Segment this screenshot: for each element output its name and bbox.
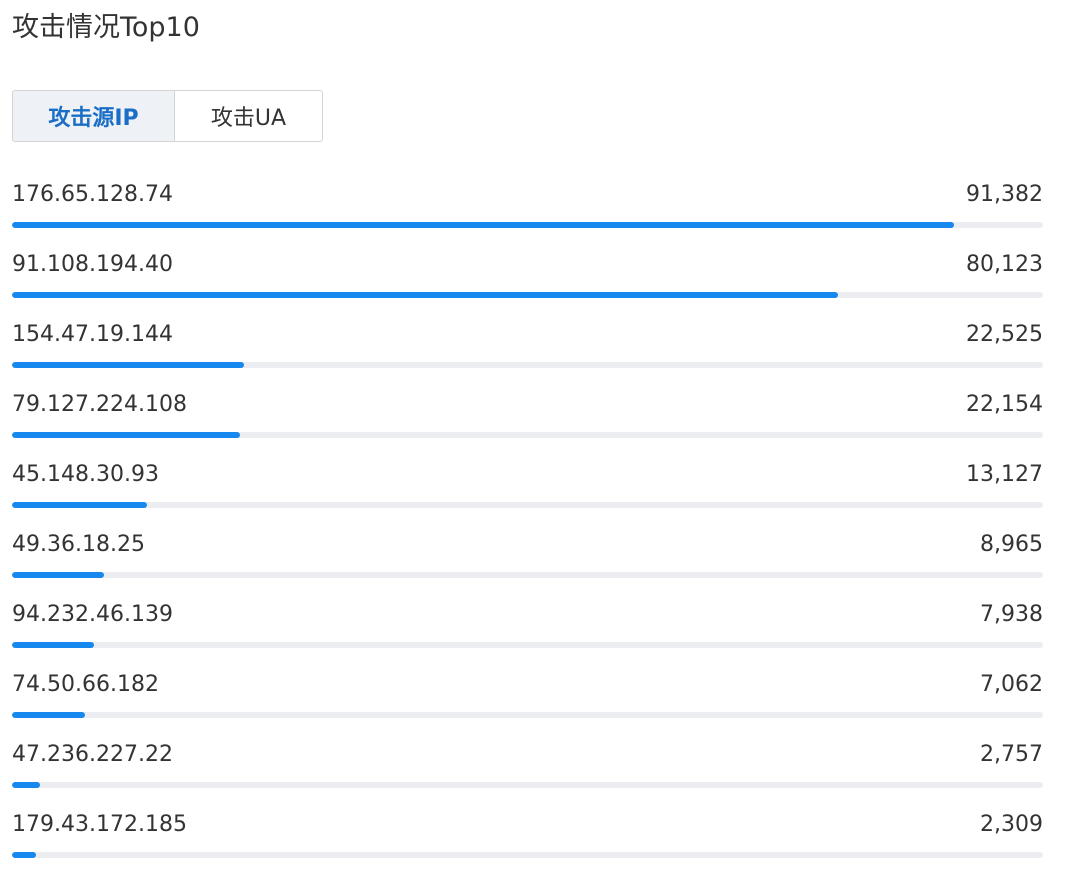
ip-label: 154.47.19.144 <box>12 322 173 347</box>
bar <box>12 222 954 228</box>
list-item: 179.43.172.185 2,309 <box>12 798 1043 868</box>
list-item: 49.36.18.25 8,965 <box>12 518 1043 588</box>
ip-label: 47.236.227.22 <box>12 742 173 767</box>
bar <box>12 852 36 858</box>
bar-track <box>12 572 1043 578</box>
bar <box>12 362 244 368</box>
list-item: 154.47.19.144 22,525 <box>12 308 1043 378</box>
attack-count: 80,123 <box>966 252 1043 277</box>
attack-count: 7,938 <box>980 602 1043 627</box>
tab-attack-source-ip[interactable]: 攻击源IP <box>12 90 175 142</box>
bar <box>12 642 94 648</box>
ip-label: 94.232.46.139 <box>12 602 173 627</box>
list-item: 45.148.30.93 13,127 <box>12 448 1043 518</box>
attack-count: 91,382 <box>966 182 1043 207</box>
ranking-list: 176.65.128.74 91,382 91.108.194.40 80,123 15… <box>12 168 1043 868</box>
ip-label: 49.36.18.25 <box>12 532 145 557</box>
ip-label: 176.65.128.74 <box>12 182 173 207</box>
bar-track <box>12 292 1043 298</box>
bar-track <box>12 852 1043 858</box>
bar <box>12 572 104 578</box>
list-item: 176.65.128.74 91,382 <box>12 168 1043 238</box>
bar <box>12 502 147 508</box>
bar-track <box>12 502 1043 508</box>
bar <box>12 782 40 788</box>
ip-label: 45.148.30.93 <box>12 462 159 487</box>
list-item: 79.127.224.108 22,154 <box>12 378 1043 448</box>
ip-label: 74.50.66.182 <box>12 672 159 697</box>
ip-label: 179.43.172.185 <box>12 812 187 837</box>
list-item: 91.108.194.40 80,123 <box>12 238 1043 308</box>
list-item: 94.232.46.139 7,938 <box>12 588 1043 658</box>
bar <box>12 712 85 718</box>
bar-track <box>12 222 1043 228</box>
bar-track <box>12 432 1043 438</box>
attack-count: 2,757 <box>980 742 1043 767</box>
attack-count: 22,525 <box>966 322 1043 347</box>
attack-count: 8,965 <box>980 532 1043 557</box>
attack-count: 22,154 <box>966 392 1043 417</box>
page-title: 攻击情况Top10 <box>12 12 200 43</box>
attack-count: 2,309 <box>980 812 1043 837</box>
bar <box>12 292 838 298</box>
list-item: 74.50.66.182 7,062 <box>12 658 1043 728</box>
attack-count: 13,127 <box>966 462 1043 487</box>
bar-track <box>12 712 1043 718</box>
list-item: 47.236.227.22 2,757 <box>12 728 1043 798</box>
ip-label: 79.127.224.108 <box>12 392 187 417</box>
attack-count: 7,062 <box>980 672 1043 697</box>
bar-track <box>12 362 1043 368</box>
bar <box>12 432 240 438</box>
tab-attack-ua[interactable]: 攻击UA <box>175 90 323 142</box>
bar-track <box>12 642 1043 648</box>
bar-track <box>12 782 1043 788</box>
ip-label: 91.108.194.40 <box>12 252 173 277</box>
tab-group: 攻击源IP 攻击UA <box>12 90 323 142</box>
